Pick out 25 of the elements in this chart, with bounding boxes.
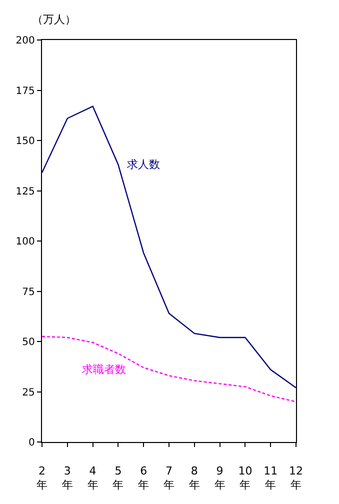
y-tick-label: 150	[16, 136, 35, 147]
x-tick-label: 12 年	[289, 464, 303, 492]
x-tick-label: 7 年	[164, 464, 174, 492]
y-axis-title: （万人）	[32, 13, 76, 26]
series-label: 求人数	[127, 158, 160, 171]
x-tick-label: 6 年	[138, 464, 150, 492]
x-tick-label: 3 年	[62, 464, 73, 492]
y-tick-label: 175	[16, 86, 35, 97]
x-tick-label: 4 年	[87, 464, 98, 492]
series-label: 求職者数	[82, 363, 126, 376]
y-tick-label: 100	[16, 236, 35, 248]
y-tick-label: 50	[22, 337, 35, 348]
x-tick-label: 5 年	[112, 464, 124, 492]
x-tick-label: 11 年	[264, 464, 278, 492]
x-tick-label: 8 年	[188, 464, 200, 492]
y-tick-label: 200	[16, 36, 35, 46]
x-tick-label: 9 年	[214, 464, 226, 492]
y-tick-label: 125	[16, 186, 35, 198]
y-tick-label: 0	[28, 438, 35, 448]
line-series	[42, 336, 296, 402]
x-tick-label: 10 年	[238, 464, 252, 492]
y-tick-label: 25	[22, 387, 35, 398]
y-tick-label: 75	[22, 286, 35, 298]
line-series	[42, 106, 296, 388]
x-tick-label: 2 年	[36, 464, 48, 492]
